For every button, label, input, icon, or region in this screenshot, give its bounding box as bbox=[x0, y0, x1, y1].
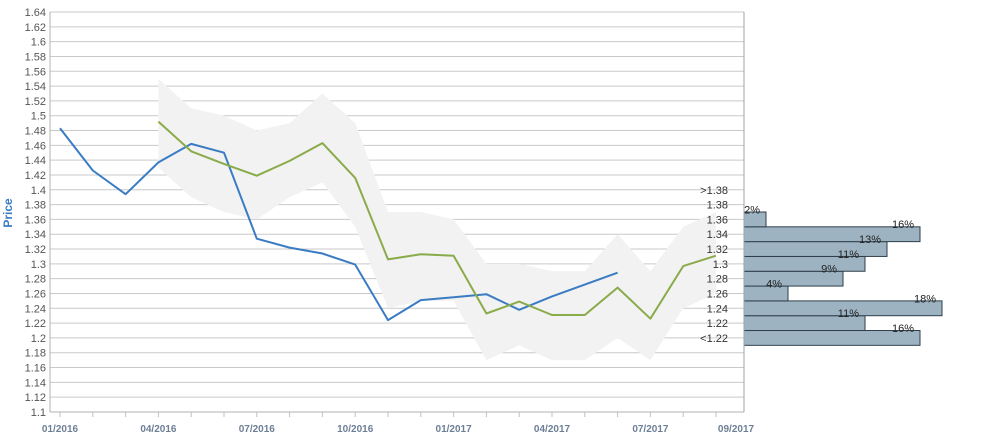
axis-labels: 1.1 1.12 1.14 1.16 1.18 1.2 1.22 1.24 1.26 1.28 1.… bbox=[25, 7, 937, 435]
distribution-bar-value: 18% bbox=[914, 293, 936, 305]
distribution-bin-label: 1.28 bbox=[707, 274, 728, 286]
y-tick-label: 1.1 bbox=[31, 407, 46, 419]
y-tick-label: 1.22 bbox=[25, 318, 46, 330]
y-tick-label: 1.26 bbox=[25, 288, 46, 300]
y-axis-label: Price bbox=[1, 198, 15, 228]
y-tick-label: 1.12 bbox=[25, 392, 46, 404]
y-tick-label: 1.2 bbox=[31, 333, 46, 345]
x-tick-label: 10/2016 bbox=[337, 424, 374, 435]
x-tick-label: 01/2016 bbox=[42, 424, 79, 435]
y-tick-label: 1.44 bbox=[25, 155, 46, 167]
y-tick-label: 1.5 bbox=[31, 111, 46, 123]
y-tick-label: 1.6 bbox=[31, 37, 46, 49]
distribution-bar-value: 13% bbox=[859, 234, 881, 246]
range-band-area bbox=[158, 78, 716, 361]
axes bbox=[49, 12, 745, 417]
y-tick-label: 1.32 bbox=[25, 244, 46, 256]
y-tick-label: 1.18 bbox=[25, 348, 46, 360]
y-tick-label: 1.64 bbox=[25, 7, 46, 19]
distribution-bin-label: 1.32 bbox=[707, 244, 728, 256]
distribution-bar-value: 16% bbox=[892, 323, 914, 335]
distribution-bin-label: 1.24 bbox=[707, 303, 728, 315]
y-tick-label: 1.36 bbox=[25, 214, 46, 226]
distribution-bin-label: >1.38 bbox=[700, 185, 728, 197]
distribution-bar-value: 9% bbox=[821, 264, 837, 276]
x-tick-label: 01/2017 bbox=[436, 424, 473, 435]
y-tick-label: 1.56 bbox=[25, 66, 46, 78]
y-tick-label: 1.54 bbox=[25, 81, 46, 93]
y-tick-label: 1.3 bbox=[31, 259, 46, 271]
x-tick-label: 07/2017 bbox=[632, 424, 669, 435]
y-tick-label: 1.34 bbox=[25, 229, 46, 241]
y-tick-label: 1.28 bbox=[25, 274, 46, 286]
distribution-bar-value: 11% bbox=[838, 249, 859, 261]
y-tick-label: 1.46 bbox=[25, 140, 46, 152]
distribution-bin-label: <1.22 bbox=[700, 333, 728, 345]
distribution-bin-label: 1.26 bbox=[707, 288, 728, 300]
series-line-1 bbox=[59, 127, 618, 322]
y-tick-label: 1.62 bbox=[25, 22, 46, 34]
x-tick-label: 04/2016 bbox=[140, 424, 177, 435]
distribution-bar-value: 11% bbox=[838, 308, 859, 320]
y-tick-label: 1.24 bbox=[25, 303, 46, 315]
x-tick-label: 09/2017 bbox=[718, 424, 755, 435]
y-tick-label: 1.14 bbox=[25, 377, 46, 389]
range-band bbox=[158, 78, 716, 361]
y-tick-label: 1.52 bbox=[25, 96, 46, 108]
y-tick-label: 1.42 bbox=[25, 170, 46, 182]
x-tick-label: 04/2017 bbox=[534, 424, 571, 435]
series-line-2 bbox=[157, 120, 717, 320]
distribution-bin-label: 1.34 bbox=[707, 229, 728, 241]
distribution-bin-label: 1.22 bbox=[707, 318, 728, 330]
y-tick-label: 1.16 bbox=[25, 363, 46, 375]
distribution-bin-label: 1.38 bbox=[707, 200, 728, 212]
distribution-bin-label: 1.3 bbox=[713, 259, 728, 271]
y-tick-label: 1.4 bbox=[31, 185, 46, 197]
y-tick-label: 1.48 bbox=[25, 126, 46, 138]
y-tick-label: 1.58 bbox=[25, 51, 46, 63]
y-tick-label: 1.38 bbox=[25, 200, 46, 212]
distribution-bin-label: 1.36 bbox=[707, 214, 728, 226]
distribution-bar-value: 4% bbox=[766, 278, 782, 290]
distribution-bar-value: 16% bbox=[892, 219, 914, 231]
distribution-bar-value: 2% bbox=[744, 204, 760, 216]
series-lines bbox=[59, 120, 717, 322]
distribution-bars bbox=[743, 211, 943, 346]
x-tick-label: 07/2016 bbox=[239, 424, 276, 435]
